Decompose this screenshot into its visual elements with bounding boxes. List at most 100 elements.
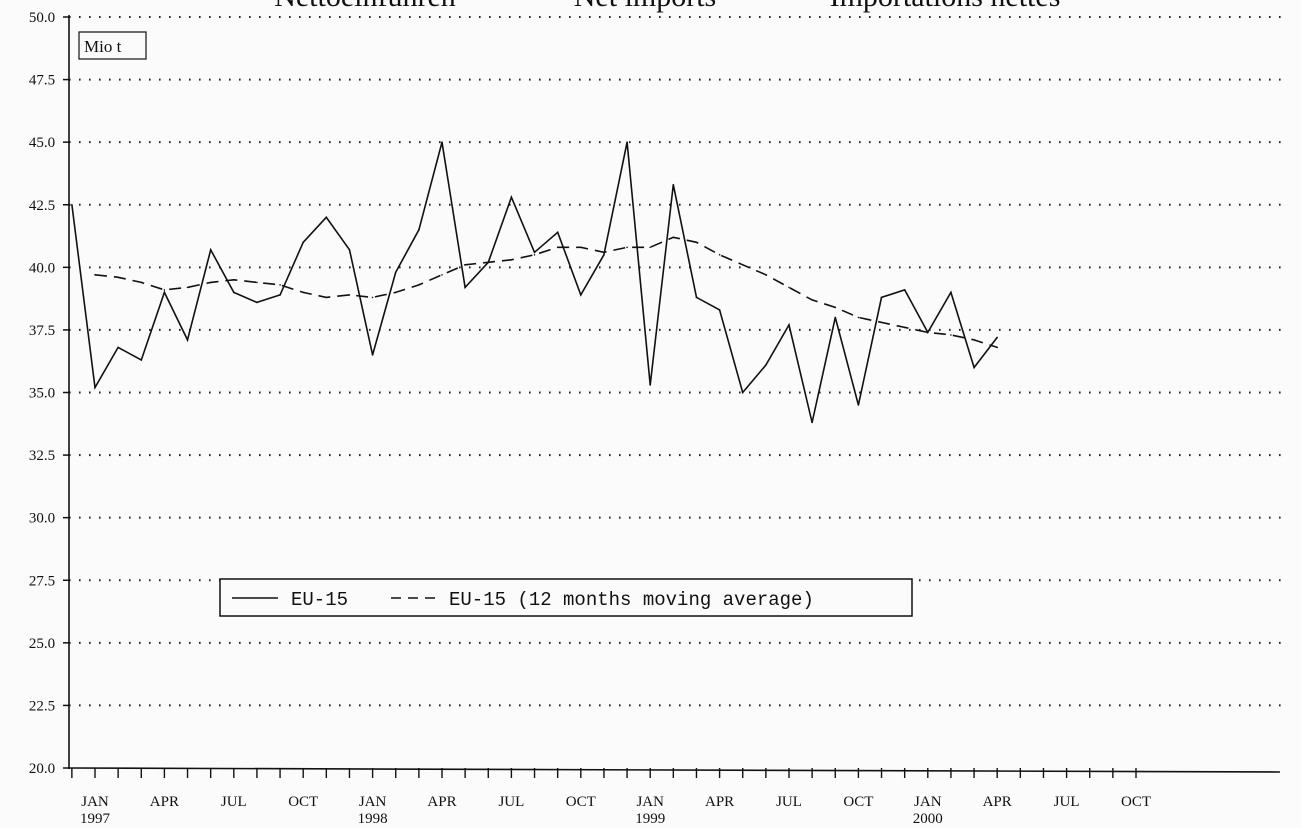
x-tick-year: 1998 xyxy=(358,811,388,827)
y-tick-label: 27.5 xyxy=(29,573,55,589)
data-point xyxy=(626,246,628,249)
data-point xyxy=(649,246,651,249)
data-point xyxy=(718,254,721,256)
x-tick-label: JAN xyxy=(636,794,664,810)
x-tick-label: APR xyxy=(983,794,1012,810)
data-point xyxy=(857,316,860,319)
data-point xyxy=(695,296,698,299)
data-point xyxy=(903,289,906,291)
data-point xyxy=(279,284,281,286)
data-point xyxy=(556,246,559,249)
data-point xyxy=(371,296,374,299)
data-point xyxy=(464,264,466,266)
x-tick-label: JAN xyxy=(81,794,109,810)
data-point xyxy=(94,386,96,389)
x-tick-label: OCT xyxy=(566,794,596,810)
data-point xyxy=(603,251,605,254)
data-point xyxy=(140,281,143,284)
data-point xyxy=(510,196,513,198)
y-tick-label: 22.5 xyxy=(29,698,55,714)
data-point xyxy=(973,366,975,369)
y-tick-label: 37.5 xyxy=(29,323,55,339)
data-point xyxy=(603,254,605,256)
x-tick-label: OCT xyxy=(843,794,873,810)
data-point xyxy=(163,289,166,291)
data-point xyxy=(510,259,513,261)
data-point xyxy=(117,276,119,279)
data-point xyxy=(788,324,790,326)
chart-title: Nettoeinfuhren Net imports Importations … xyxy=(274,0,1060,13)
unit-label-box: Mio t xyxy=(78,31,147,60)
y-tick-label: 50.0 xyxy=(29,10,55,26)
series-lines xyxy=(71,141,998,424)
data-point xyxy=(556,231,559,234)
unit-label-frame xyxy=(78,31,147,60)
x-tick-label: JAN xyxy=(914,794,942,810)
x-tick-label: OCT xyxy=(1121,794,1151,810)
y-tick-label: 20.0 xyxy=(29,761,55,777)
y-tick-label: 32.5 xyxy=(29,448,55,464)
data-point xyxy=(741,391,744,394)
data-point xyxy=(233,279,235,281)
series-line-2 xyxy=(94,236,998,349)
y-tick-label: 30.0 xyxy=(29,511,55,527)
data-point xyxy=(672,236,675,239)
data-point xyxy=(394,271,397,274)
data-point xyxy=(533,251,536,254)
data-point xyxy=(186,339,189,341)
x-tick-label: JUL xyxy=(498,794,524,810)
x-tick-label: JUL xyxy=(1054,794,1080,810)
data-point xyxy=(325,296,328,299)
data-point xyxy=(718,309,721,311)
x-tick-label: APR xyxy=(150,794,179,810)
x-tick-label: APR xyxy=(705,794,734,810)
data-point xyxy=(811,421,813,424)
data-point xyxy=(325,216,328,219)
data-point xyxy=(880,321,883,324)
title-english: Net imports xyxy=(574,0,717,13)
x-tick-label: OCT xyxy=(288,794,318,810)
data-point xyxy=(209,281,212,284)
data-point xyxy=(418,229,420,231)
data-point xyxy=(765,364,767,366)
y-tick-label: 42.5 xyxy=(29,198,55,214)
data-point xyxy=(371,354,374,356)
data-point xyxy=(487,261,490,264)
data-point xyxy=(94,274,96,276)
title-french: Importations nettes xyxy=(830,0,1061,13)
data-point xyxy=(950,291,952,294)
data-point xyxy=(418,284,420,286)
y-tick-label: 47.5 xyxy=(29,73,55,89)
x-tick-label: JUL xyxy=(776,794,802,810)
data-point xyxy=(71,204,73,206)
y-axis: 20.0 22.5 25.0 27.5 30.0 32.5 35.0 37.5 40.0 42.5… xyxy=(29,10,70,777)
y-tick-label: 40.0 xyxy=(29,260,55,276)
data-point xyxy=(857,404,860,406)
data-point xyxy=(140,359,143,361)
legend-label-series-2: EU-15 (12 months moving average) xyxy=(449,589,814,611)
data-point xyxy=(348,294,351,296)
data-point xyxy=(256,281,258,284)
data-point xyxy=(765,274,767,276)
legend-frame xyxy=(219,578,913,617)
legend-label-series-1: EU-15 xyxy=(291,589,348,611)
data-point xyxy=(834,316,837,319)
data-point xyxy=(233,291,235,294)
data-point xyxy=(394,291,397,294)
x-tick-year: 1997 xyxy=(80,811,111,827)
data-point xyxy=(695,241,698,244)
data-point xyxy=(811,299,813,301)
data-point xyxy=(649,384,651,386)
data-point xyxy=(279,294,281,296)
data-point xyxy=(441,274,443,276)
data-point xyxy=(209,249,212,251)
x-tick-label: JUL xyxy=(221,794,247,810)
unit-label: Mio t xyxy=(84,37,122,56)
data-point xyxy=(441,141,443,143)
data-point xyxy=(672,183,675,186)
data-point xyxy=(903,326,906,329)
data-point xyxy=(788,286,790,289)
data-point xyxy=(117,346,119,349)
